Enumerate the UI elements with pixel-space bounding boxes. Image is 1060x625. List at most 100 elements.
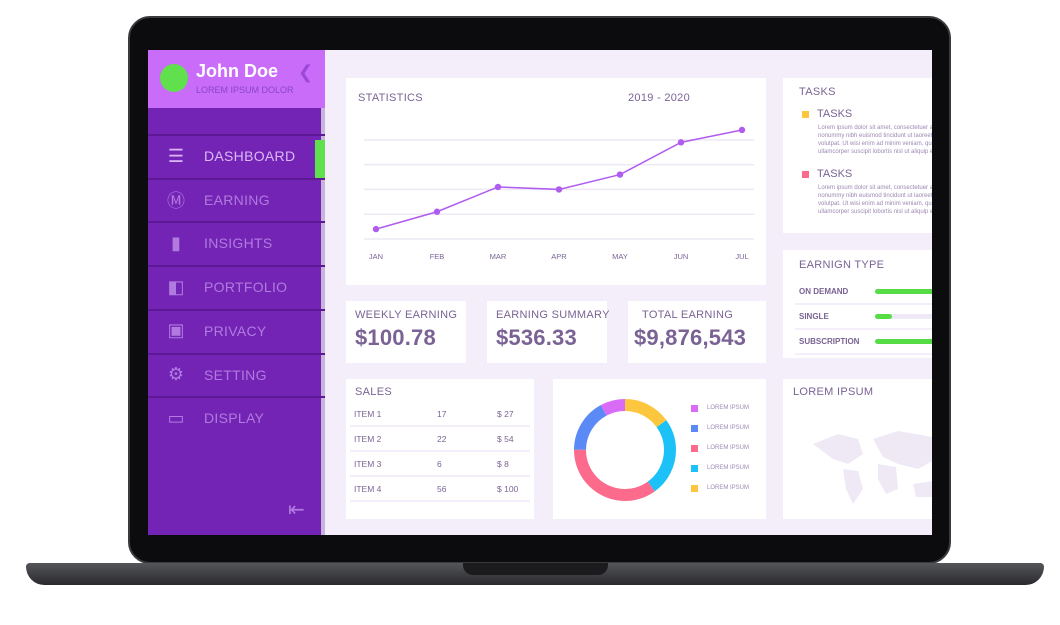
legend-swatch-icon [691, 444, 698, 452]
line-chart: JAN FEB MAR APR MAY JUN JUL [364, 126, 754, 261]
statistics-period[interactable]: 2019 - 2020 [628, 92, 691, 104]
progress-bar [874, 289, 932, 294]
collapse-chevron-icon[interactable]: ❮ [298, 62, 314, 82]
task-text: Lorem ipsum dolor sit amet, consectetuer… [818, 185, 932, 215]
earning-type-row: SUBSCRIPTION [795, 330, 932, 355]
map-title: LOREM IPSUM [793, 386, 874, 398]
sidebar: John Doe LOREM IPSUM DOLOR ❮ ☰ DASHBOARD Ⓜ… [148, 50, 325, 535]
sidebar-item-privacy[interactable]: ▣ PRIVACY [148, 308, 325, 351]
legend-item: LOREM IPSUM [691, 458, 749, 478]
logout-icon[interactable]: ⇤ [288, 499, 305, 521]
statistics-card: JAN FEB MAR APR MAY JUN JUL STATISTICS 2019 - … [346, 78, 766, 285]
table-cell: 56 [437, 483, 447, 494]
kpi-card: TOTAL EARNING $9,876,543 [628, 301, 766, 363]
map-card: LOREM IPSUM [783, 379, 932, 519]
legend-swatch-icon [691, 424, 698, 432]
task-text: Lorem ipsum dolor sit amet, consectetuer… [818, 125, 932, 155]
x-tick-label: FEB [430, 252, 445, 261]
sidebar-item-insights[interactable]: ▮ INSIGHTS [148, 221, 325, 263]
legend-label: LOREM IPSUM [707, 465, 750, 471]
donut-slice[interactable] [574, 399, 676, 501]
data-point[interactable] [738, 126, 746, 134]
table-cell: $ 27 [497, 408, 514, 419]
gear-icon: ⚙ [167, 364, 185, 384]
sidebar-item-setting[interactable]: ⚙ SETTING [148, 352, 325, 395]
dollar-icon: Ⓜ [167, 190, 185, 211]
user-subtitle: LOREM IPSUM DOLOR [196, 85, 294, 95]
table-cell: ITEM 1 [354, 408, 382, 419]
x-tick-label: JAN [369, 252, 383, 261]
x-tick-label: JUN [674, 252, 689, 261]
legend-item: LOREM IPSUM [691, 478, 749, 498]
sidebar-item-dashboard[interactable]: ☰ DASHBOARD [148, 134, 325, 180]
legend-swatch-icon [691, 404, 698, 412]
x-tick-label: MAY [612, 252, 628, 261]
earning-type-title: EARNIGN TYPE [799, 259, 885, 271]
x-tick-label: APR [551, 252, 567, 261]
progress-fill [874, 289, 932, 294]
sidebar-item-label: INSIGHTS [204, 235, 273, 252]
donut-slice[interactable] [574, 399, 676, 501]
data-point[interactable] [372, 225, 380, 233]
task-color-icon [802, 171, 809, 178]
table-row: ITEM 4 56 $ 100 [350, 477, 530, 502]
earning-type-label: ON DEMAND [799, 287, 849, 296]
profile-header: John Doe LOREM IPSUM DOLOR ❮ [148, 50, 325, 108]
legend-label: LOREM IPSUM [707, 405, 750, 411]
earning-type-card: EARNIGN TYPE ON DEMAND SINGLE SUBSCRIPTION [783, 250, 932, 358]
dashboard-screen: John Doe LOREM IPSUM DOLOR ❮ ☰ DASHBOARD Ⓜ… [148, 50, 932, 535]
data-point[interactable] [616, 171, 624, 178]
legend-label: LOREM IPSUM [707, 425, 750, 431]
kpi-card: EARNING SUMMARY $536.33 [487, 301, 610, 363]
kpi-value: $536.33 [496, 325, 577, 350]
kpi-value: $9,876,543 [634, 325, 747, 350]
legend-item: LOREM IPSUM [691, 418, 749, 438]
task-label: TASKS [817, 168, 853, 180]
table-cell: 6 [437, 458, 442, 469]
legend-swatch-icon [691, 464, 698, 472]
portfolio-icon: ◧ [167, 276, 185, 297]
active-indicator [315, 140, 325, 180]
progress-bar [874, 339, 932, 344]
kpi-label: TOTAL EARNING [642, 309, 734, 321]
progress-fill [874, 339, 932, 344]
data-point[interactable] [433, 208, 441, 215]
table-cell: $ 8 [497, 458, 509, 469]
table-cell: 22 [437, 433, 447, 444]
legend-label: LOREM IPSUM [707, 485, 750, 491]
legend-label: LOREM IPSUM [707, 445, 750, 451]
data-point[interactable] [555, 186, 563, 193]
earning-type-label: SUBSCRIPTION [799, 337, 860, 346]
x-tick-label: MAR [490, 252, 507, 261]
avatar [160, 64, 188, 92]
tasks-title: TASKS [799, 86, 836, 98]
donut-card: LOREM IPSUM LOREM IPSUM LOREM IPSUM LOREM I… [553, 379, 766, 519]
sidebar-item-label: DASHBOARD [204, 148, 296, 164]
legend-item: LOREM IPSUM [691, 438, 749, 458]
task-label: TASKS [817, 108, 853, 120]
task-item: TASKS Lorem ipsum dolor sit amet, consect… [802, 168, 932, 216]
sidebar-item-earning[interactable]: Ⓜ EARNING [148, 177, 325, 220]
earning-type-row: SINGLE [795, 305, 932, 330]
progress-fill [874, 314, 892, 319]
x-tick-label: JUL [735, 252, 748, 261]
legend-item: LOREM IPSUM [691, 398, 749, 418]
sidebar-item-portfolio[interactable]: ◧ PORTFOLIO [148, 265, 325, 307]
table-cell: $ 54 [497, 433, 514, 444]
sidebar-item-display[interactable]: ▭ DISPLAY [148, 396, 325, 438]
laptop-notch [463, 563, 608, 575]
task-item: TASKS Lorem ipsum dolor sit amet, consect… [802, 108, 932, 156]
menu-icon: ☰ [167, 145, 185, 166]
kpi-label: EARNING SUMMARY [496, 309, 610, 321]
earning-type-label: SINGLE [799, 312, 829, 321]
table-row: ITEM 2 22 $ 54 [350, 427, 530, 452]
sidebar-item-label: EARNING [204, 191, 270, 208]
sales-title: SALES [355, 386, 392, 398]
donut-slice[interactable] [574, 399, 676, 501]
data-point[interactable] [677, 139, 685, 146]
bar-chart-icon: ▮ [171, 232, 181, 253]
sidebar-item-label: DISPLAY [204, 410, 265, 427]
sidebar-item-label: PORTFOLIO [204, 279, 288, 296]
kpi-value: $100.78 [355, 325, 436, 350]
data-point[interactable] [494, 183, 502, 191]
